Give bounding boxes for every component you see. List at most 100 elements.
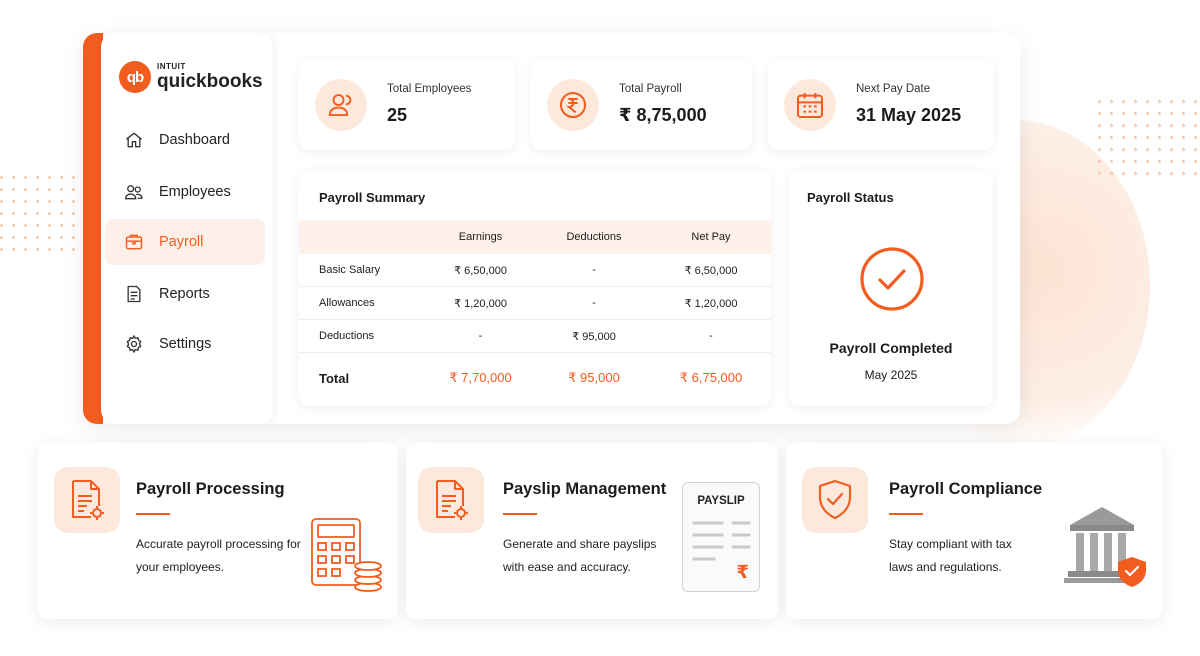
decorative-dot [24,248,27,251]
sidebar-item-employees[interactable]: Employees [105,169,265,215]
decorative-dot [1146,112,1149,115]
payroll-summary-table: Earnings Deductions Net Pay Basic Salary… [299,220,771,403]
stat-label: Total Employees [387,83,472,95]
feature-description: Generate and share payslips with ease an… [503,537,657,574]
decorative-dot [1170,148,1173,151]
sidebar-item-label: Payroll [159,234,204,250]
feature-title: Payroll Processing [136,480,285,498]
decorative-dot [12,248,15,251]
card-title: Payroll Summary [319,190,426,205]
decorative-dot [1146,160,1149,163]
decorative-dot [72,248,75,251]
gear-icon [123,333,145,355]
table-cell: - [478,330,483,342]
decorative-dot [1134,112,1137,115]
decorative-dot [72,224,75,227]
users-icon [123,181,145,203]
decorative-dot [72,176,75,179]
decorative-dot [1158,172,1161,175]
shield-check-icon [802,467,868,533]
stat-card-employees: Total Employees 25 [299,59,515,150]
table-row: Deductions - ₹ 95,000 - [299,320,771,353]
sidebar-item-dashboard[interactable]: Dashboard [105,117,265,163]
decorative-dot [0,176,3,179]
bank-shield-icon [1064,503,1148,600]
decorative-dot [1098,124,1101,127]
decorative-dot [1110,148,1113,151]
accent-bar [83,33,103,424]
decorative-dot [0,212,3,215]
decorative-dot [1146,148,1149,151]
card-title: Payroll Status [807,190,894,205]
decorative-dot [1134,148,1137,151]
decorative-dot [1146,136,1149,139]
decorative-dot [1194,112,1197,115]
sidebar-item-reports[interactable]: Reports [105,271,265,317]
decorative-dot [1170,100,1173,103]
document-gear-icon [54,467,120,533]
stat-value: 31 May 2025 [856,105,962,125]
decorative-dot [0,236,3,239]
decorative-dot [1170,172,1173,175]
table-cell: - [709,330,713,342]
decorative-dot [1122,172,1125,175]
user-icon [315,78,367,131]
table-header-row: Earnings Deductions Net Pay [299,220,771,254]
sidebar-item-settings[interactable]: Settings [105,321,265,367]
decorative-dot [0,200,3,203]
report-icon [123,283,145,305]
feature-description: Accurate payroll processing for your emp… [136,537,301,574]
status-text: Payroll Completed [829,340,953,356]
feature-card-payslip-management: Payslip Management Generate and share pa… [406,443,778,619]
decorative-dot [60,176,63,179]
decorative-dot [1110,160,1113,163]
decorative-dot [12,224,15,227]
payroll-icon [123,231,145,253]
title-underline [136,513,170,515]
decorative-dot [48,200,51,203]
decorative-dot [1110,100,1113,103]
title-underline [889,513,923,515]
table-cell: Deductions [319,330,375,342]
decorative-dot [12,188,15,191]
decorative-dot [1098,112,1101,115]
decorative-dot [36,176,39,179]
stat-label: Next Pay Date [856,83,931,95]
decorative-dot [1110,112,1113,115]
title-underline [503,513,537,515]
decorative-dot [24,224,27,227]
table-cell: ₹ 1,20,000 [684,297,738,310]
rupee-icon [547,78,599,131]
decorative-dot [12,176,15,179]
decorative-dot [1194,172,1197,175]
decorative-dot [60,200,63,203]
decorative-dot [36,200,39,203]
decorative-dot [24,176,27,179]
decorative-dot [48,212,51,215]
decorative-dot [1158,112,1161,115]
decorative-dot [1158,148,1161,151]
decorative-dot [72,200,75,203]
decorative-dot [1194,100,1197,103]
decorative-dot [1134,100,1137,103]
decorative-dot [1182,136,1185,139]
sidebar-item-label: Settings [159,336,212,352]
decorative-dot [1194,136,1197,139]
decorative-dot [1122,100,1125,103]
decorative-dot [1170,136,1173,139]
column-header: Deductions [566,231,622,243]
stat-label: Total Payroll [619,83,682,95]
logo-mark: qb [119,61,151,93]
sidebar-item-payroll[interactable]: Payroll [105,219,265,265]
decorative-dot [1182,148,1185,151]
decorative-dot [60,212,63,215]
decorative-dot [1146,124,1149,127]
quickbooks-logo[interactable]: qb INTUIT quickbooks [119,61,263,93]
decorative-dot [60,248,63,251]
decorative-dot [1098,148,1101,151]
table-row: Basic Salary ₹ 6,50,000 - ₹ 6,50,000 [299,254,771,287]
decorative-dot [1098,100,1101,103]
table-cell: ₹ 6,75,000 [679,370,743,385]
feature-title: Payslip Management [503,480,667,498]
decorative-dot [1182,172,1185,175]
